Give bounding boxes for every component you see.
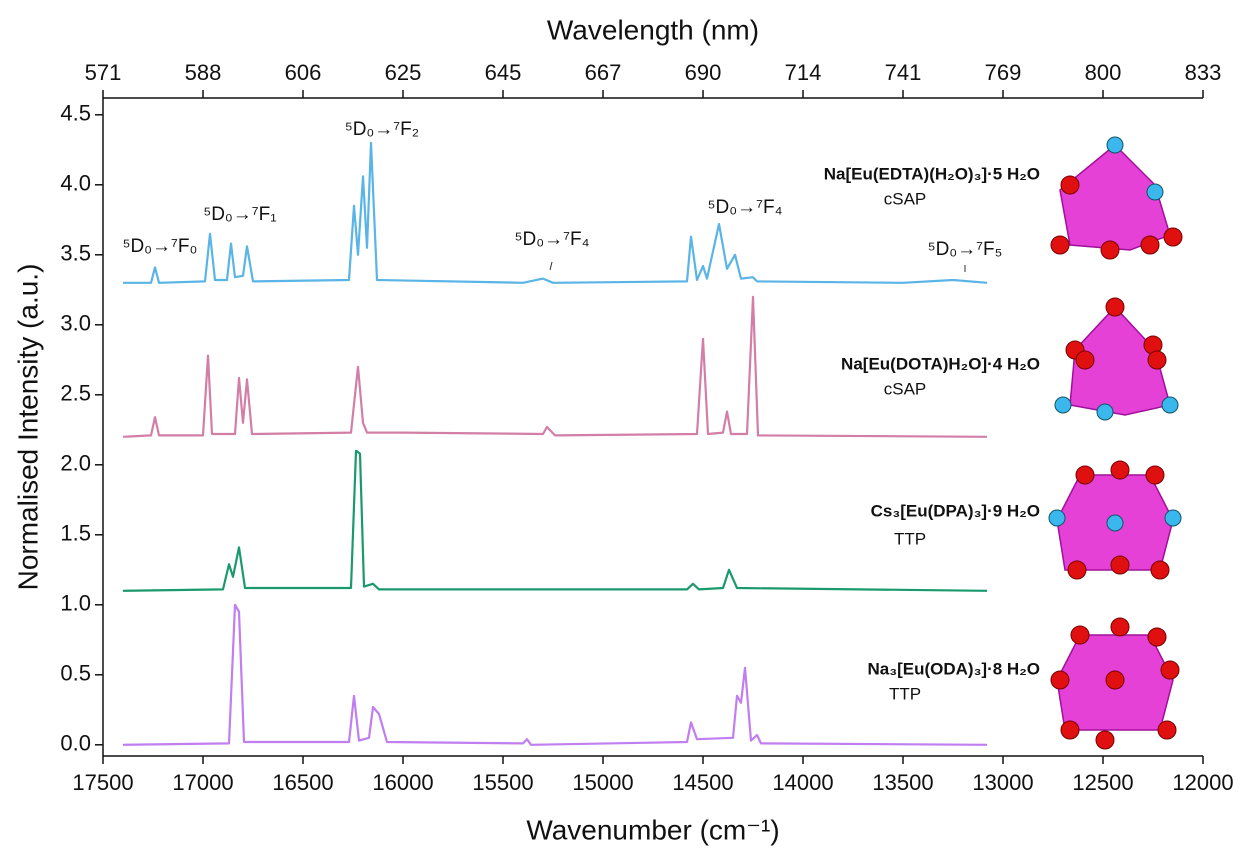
x-tick-label: 13000 (972, 770, 1033, 795)
structure-icons (1049, 137, 1182, 749)
x-tick-label: 16500 (272, 770, 333, 795)
x-tick-label: 17000 (172, 770, 233, 795)
legend-geometry: cSAP (884, 379, 927, 398)
legend-label: Na[Eu(EDTA)(H₂O)₃]·5 H₂O (824, 164, 1040, 183)
legend-label: Na[Eu(DOTA)H₂O]·4 H₂O (841, 354, 1040, 373)
x2-tick-label: 833 (1185, 60, 1222, 85)
x-tick-label: 12500 (1072, 770, 1133, 795)
x2-tick-label: 606 (285, 60, 322, 85)
polyhedron (1051, 618, 1179, 749)
x-tick-label: 15500 (472, 770, 533, 795)
x-tick-label: 17500 (72, 770, 133, 795)
annotation: ⁵D₀→⁷F₅ (928, 239, 1003, 260)
annotation: ⁵D₀→⁷F₂ (345, 119, 419, 140)
x2-tick-label: 625 (385, 60, 422, 85)
x-axis-title: Wavenumber (cm⁻¹) (526, 814, 779, 845)
y-tick-label: 0.0 (60, 731, 91, 756)
x2-tick-label: 667 (585, 60, 622, 85)
annotation: ⁵D₀→⁷F₁ (203, 204, 276, 225)
x-tick-label: 14500 (672, 770, 733, 795)
x2-axis-title: Wavelength (nm) (547, 14, 759, 45)
annotation: ⁵D₀→⁷F₄ (515, 229, 590, 250)
y-tick-label: 4.5 (60, 101, 91, 126)
polyhedron (1051, 137, 1182, 259)
x-tick-label: 16000 (372, 770, 433, 795)
x-tick-label: 14000 (772, 770, 833, 795)
y-tick-label: 3.5 (60, 241, 91, 266)
spectrum-line (123, 451, 987, 591)
legend-geometry: TTP (889, 684, 921, 703)
legend-geometry: TTP (894, 529, 926, 548)
annotation-pointer (550, 262, 552, 270)
y-axis-title: Normalised Intensity (a.u.) (12, 264, 43, 591)
chart: Wavelength (nm) Wavenumber (cm⁻¹) Normal… (0, 0, 1247, 855)
y-tick-label: 1.0 (60, 591, 91, 616)
y-tick-label: 3.0 (60, 311, 91, 336)
y-tick-label: 4.0 (60, 171, 91, 196)
x2-tick-label: 741 (885, 60, 922, 85)
annotation: ⁵D₀→⁷F₀ (123, 236, 198, 257)
x2-tick-label: 800 (1085, 60, 1122, 85)
annotation: ⁵D₀→⁷F₄ (708, 197, 783, 218)
x2-tick-label: 571 (85, 60, 122, 85)
legend-label: Cs₃[Eu(DPA)₃]·9 H₂O (871, 501, 1040, 520)
y-tick-label: 0.5 (60, 661, 91, 686)
polyhedron (1055, 298, 1178, 420)
x2-tick-label: 714 (785, 60, 822, 85)
x2-tick-label: 690 (685, 60, 722, 85)
x-tick-label: 15000 (572, 770, 633, 795)
y-tick-label: 2.0 (60, 451, 91, 476)
x2-tick-label: 769 (985, 60, 1022, 85)
x-tick-label: 12000 (1172, 770, 1233, 795)
legend-geometry: cSAP (884, 189, 927, 208)
x2-tick-label: 588 (185, 60, 222, 85)
y-tick-label: 2.5 (60, 381, 91, 406)
x2-tick-label: 645 (485, 60, 522, 85)
y-tick-label: 1.5 (60, 521, 91, 546)
polyhedron (1049, 461, 1181, 579)
x-tick-label: 13500 (872, 770, 933, 795)
spectrum-line (123, 605, 987, 745)
legend-label: Na₃[Eu(ODA)₃]·8 H₂O (868, 659, 1041, 678)
